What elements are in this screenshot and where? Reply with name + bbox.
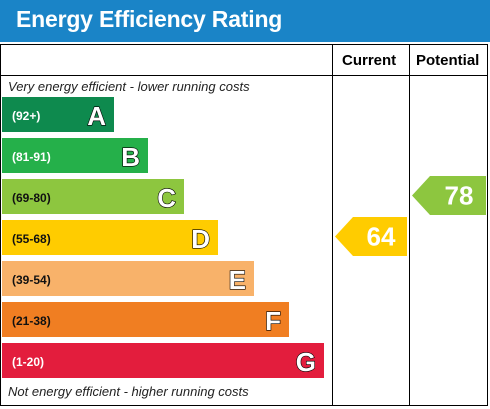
band-range-a: (92+) xyxy=(12,109,40,123)
potential-rating-arrow xyxy=(412,176,486,215)
title-bar: Energy Efficiency Rating xyxy=(0,0,490,42)
chart-frame xyxy=(0,44,488,406)
band-letter-d: D xyxy=(191,224,210,254)
band-range-d: (55-68) xyxy=(12,232,51,246)
band-range-f: (21-38) xyxy=(12,314,51,328)
band-bar-e xyxy=(2,261,254,296)
band-bar-f xyxy=(2,302,289,337)
band-letter-g: G xyxy=(296,347,316,377)
header-divider xyxy=(0,75,488,76)
band-range-b: (81-91) xyxy=(12,150,51,164)
band-letter-a: A xyxy=(87,101,106,131)
band-letter-b: B xyxy=(121,142,140,172)
current-column-divider xyxy=(332,44,333,406)
band-range-e: (39-54) xyxy=(12,273,51,287)
current-rating-arrow xyxy=(335,217,407,256)
current-rating-value: 64 xyxy=(367,222,396,252)
potential-column-header: Potential xyxy=(416,52,480,69)
band-letter-f: F xyxy=(265,306,281,336)
band-bar-g xyxy=(2,343,324,378)
top-note: Very energy efficient - lower running co… xyxy=(8,79,250,94)
potential-rating-value: 78 xyxy=(445,181,474,211)
band-bar-d xyxy=(2,220,218,255)
band-bar-b xyxy=(2,138,148,173)
band-bar-c xyxy=(2,179,184,214)
bottom-note: Not energy efficient - higher running co… xyxy=(8,384,249,399)
band-range-g: (1-20) xyxy=(12,355,44,369)
band-letter-e: E xyxy=(229,265,246,295)
band-bar-a xyxy=(2,97,114,132)
potential-column-divider xyxy=(409,44,410,406)
band-range-c: (69-80) xyxy=(12,191,51,205)
band-letter-c: C xyxy=(157,183,176,213)
chart-title: Energy Efficiency Rating xyxy=(16,6,283,32)
current-column-header: Current xyxy=(342,52,397,69)
